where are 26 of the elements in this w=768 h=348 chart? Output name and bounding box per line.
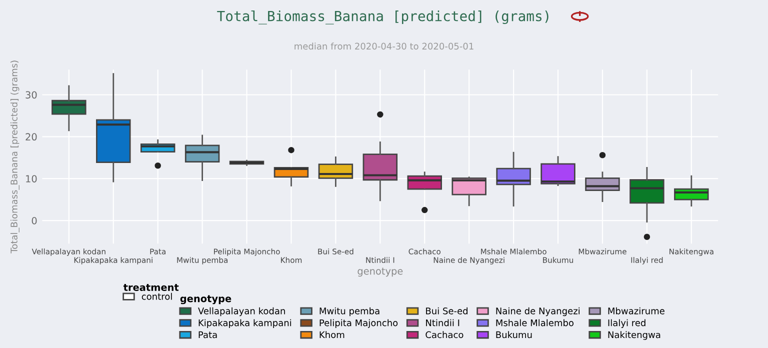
category-label: Naine de Nyangezi (496, 307, 580, 316)
chart-subtitle: median from 2020-04-30 to 2020-05-01 (294, 42, 474, 50)
text: control (142, 292, 172, 300)
x-axis-title: genotype (358, 268, 403, 277)
category-label: Ntindii I (426, 319, 460, 326)
y-tick-label: 20 (26, 133, 37, 141)
category-label: Pata (198, 331, 217, 338)
category-label: Khom (320, 331, 344, 338)
category-label: Bukumu (496, 331, 532, 338)
category-label: Mshale Mlalembo (496, 319, 574, 326)
legend-title: genotype (180, 295, 232, 304)
category-label: Nakitengwa (608, 331, 660, 340)
chart-title: Total_Biomass_Banana [predicted] (grams) (217, 10, 548, 24)
category-label: Bui Se-ed (426, 307, 468, 314)
text: treatment (123, 284, 179, 291)
category-label: Cachaco (426, 331, 464, 338)
category-label: Vellapalayan kodan (198, 307, 285, 316)
y-tick-label: 30 (26, 91, 37, 99)
y-tick-label: 10 (26, 175, 37, 182)
category-label: Mwitu pemba (320, 307, 380, 316)
category-label: Kipakapaka kampani (198, 319, 292, 328)
category-label: Pelipita Majoncho (320, 319, 398, 328)
y-axis-title: Total_Biomass_Banana [predicted] (grams) (10, 60, 20, 254)
category-label: Mbwazirume (608, 307, 664, 314)
y-tick-label: 0 (32, 217, 37, 224)
category-label: Ilalyi red (608, 319, 646, 328)
